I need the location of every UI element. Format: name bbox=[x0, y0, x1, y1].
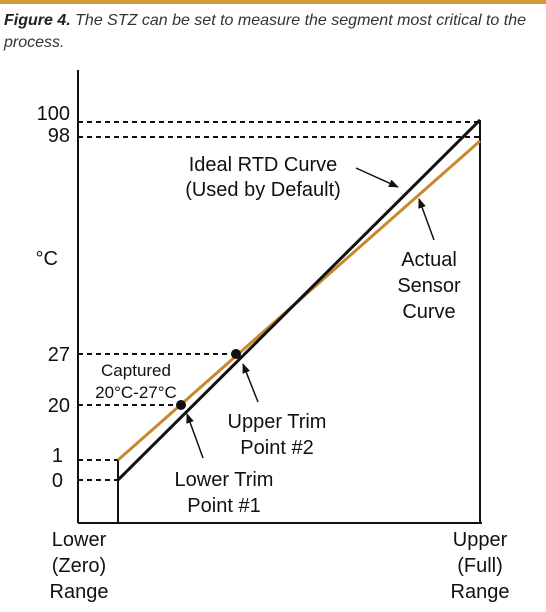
upper-trim-point bbox=[231, 349, 241, 359]
ideal-label-line1: Ideal RTD Curve bbox=[189, 154, 338, 176]
y-tick-100: 100 bbox=[37, 103, 70, 125]
x-right-label-line2: (Full) bbox=[457, 555, 503, 577]
figure-caption: Figure 4. The STZ can be set to measure … bbox=[4, 10, 540, 54]
actual-label-line1: Actual bbox=[401, 249, 457, 271]
x-right-label-line3: Range bbox=[451, 581, 510, 603]
lower-trim-point bbox=[176, 400, 186, 410]
y-tick-98: 98 bbox=[48, 125, 70, 147]
caption-text: The STZ can be set to measure the segmen… bbox=[4, 12, 527, 51]
figure-label: Figure 4. bbox=[4, 12, 71, 29]
captured-label-line1: Captured bbox=[101, 361, 171, 380]
x-left-label-line1: Lower bbox=[52, 529, 107, 551]
y-tick-0: 0 bbox=[52, 470, 63, 492]
x-right-label-line1: Upper bbox=[453, 529, 508, 551]
ideal-arrow bbox=[355, 167, 399, 188]
y-tick-1: 1 bbox=[52, 445, 63, 467]
y-tick-27: 27 bbox=[48, 344, 70, 366]
ideal-rtd-curve bbox=[116, 118, 482, 482]
x-left-label-line3: Range bbox=[50, 581, 109, 603]
ideal-label-line2: (Used by Default) bbox=[185, 179, 341, 201]
lower-trim-arrow bbox=[186, 413, 204, 459]
captured-label-line2: 20°C-27°C bbox=[95, 383, 177, 402]
accent-bar bbox=[0, 0, 546, 4]
actual-label-line2: Sensor bbox=[397, 275, 461, 297]
lower-trim-label-line2: Point #1 bbox=[187, 495, 260, 517]
y-tick-20: 20 bbox=[48, 395, 70, 417]
upper-trim-label-line2: Point #2 bbox=[240, 437, 313, 459]
actual-arrow bbox=[418, 198, 435, 241]
upper-trim-label-line1: Upper Trim bbox=[228, 411, 327, 433]
lower-trim-label-line1: Lower Trim bbox=[175, 469, 274, 491]
actual-label-line3: Curve bbox=[402, 301, 455, 323]
y-unit-label: °C bbox=[36, 248, 58, 270]
upper-trim-arrow bbox=[242, 363, 259, 403]
x-left-label-line2: (Zero) bbox=[52, 555, 106, 577]
